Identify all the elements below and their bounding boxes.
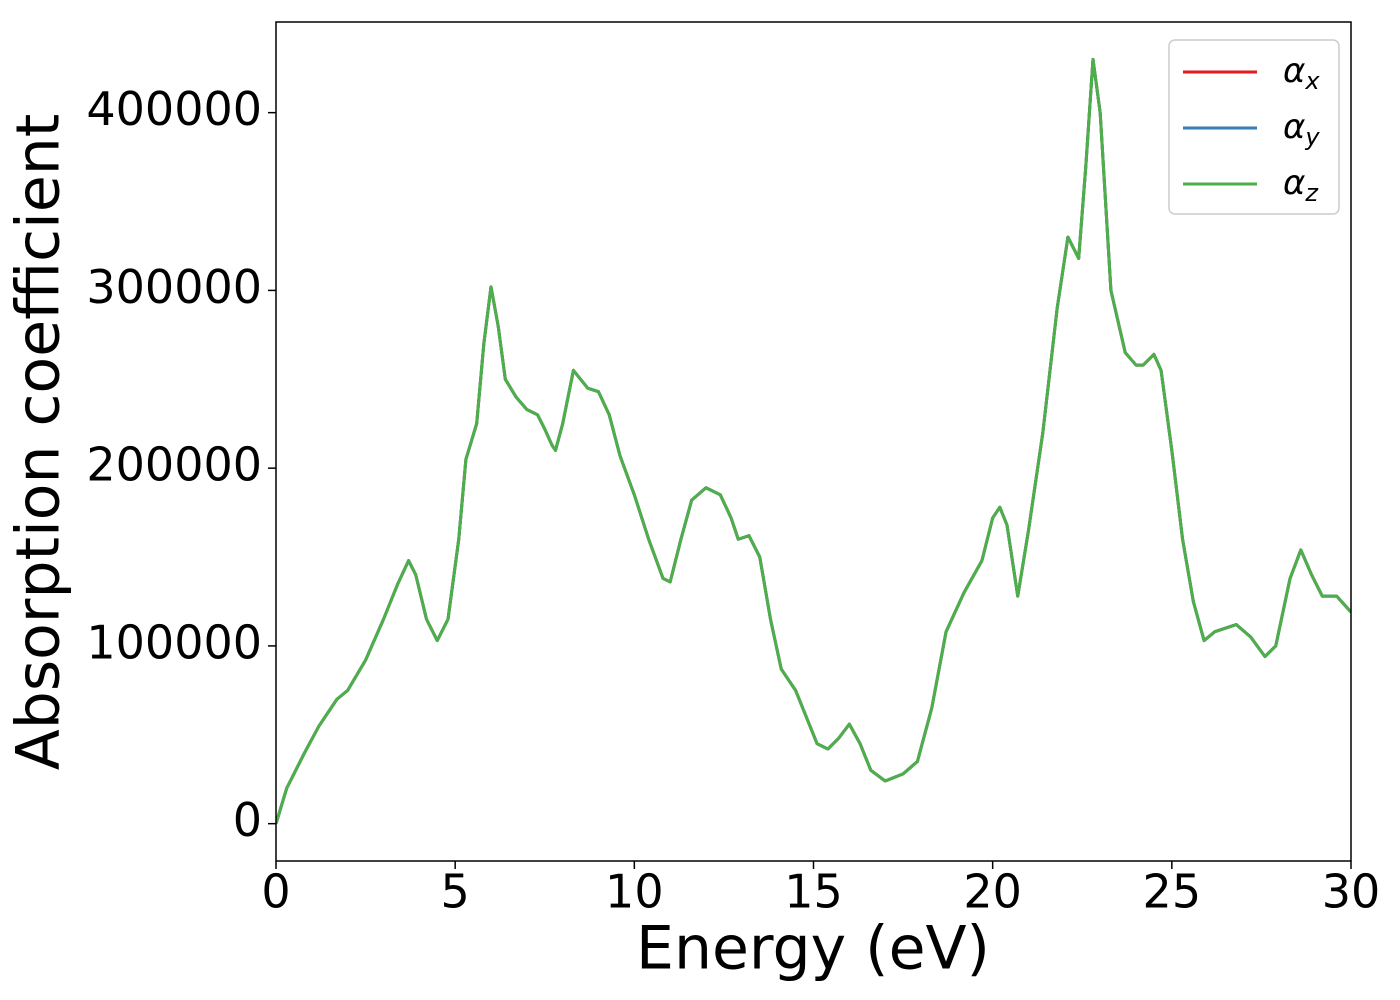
x-tick-label: 0 [261,865,290,919]
y-tick-label: 100000 [86,615,262,669]
x-tick-label: 20 [963,865,1022,919]
x-tick-label: 10 [605,865,664,919]
x-axis-label: Energy (eV) [636,914,990,984]
data-line [276,57,1351,825]
x-tick-label: 25 [1143,865,1202,919]
legend-label: αy [1283,107,1320,152]
x-tick-label: 15 [784,865,843,919]
legend-label: αz [1283,163,1319,208]
y-tick-label: 400000 [86,82,262,136]
x-tick-label: 5 [441,865,470,919]
y-tick-label: 300000 [86,260,262,314]
legend-label: αx [1283,51,1320,96]
plot-frame [275,21,1352,862]
y-axis-label: Absorption coefficient [4,114,74,771]
y-tick-label: 0 [233,793,262,847]
x-tick-label: 30 [1322,865,1381,919]
y-tick-label: 200000 [86,438,262,492]
